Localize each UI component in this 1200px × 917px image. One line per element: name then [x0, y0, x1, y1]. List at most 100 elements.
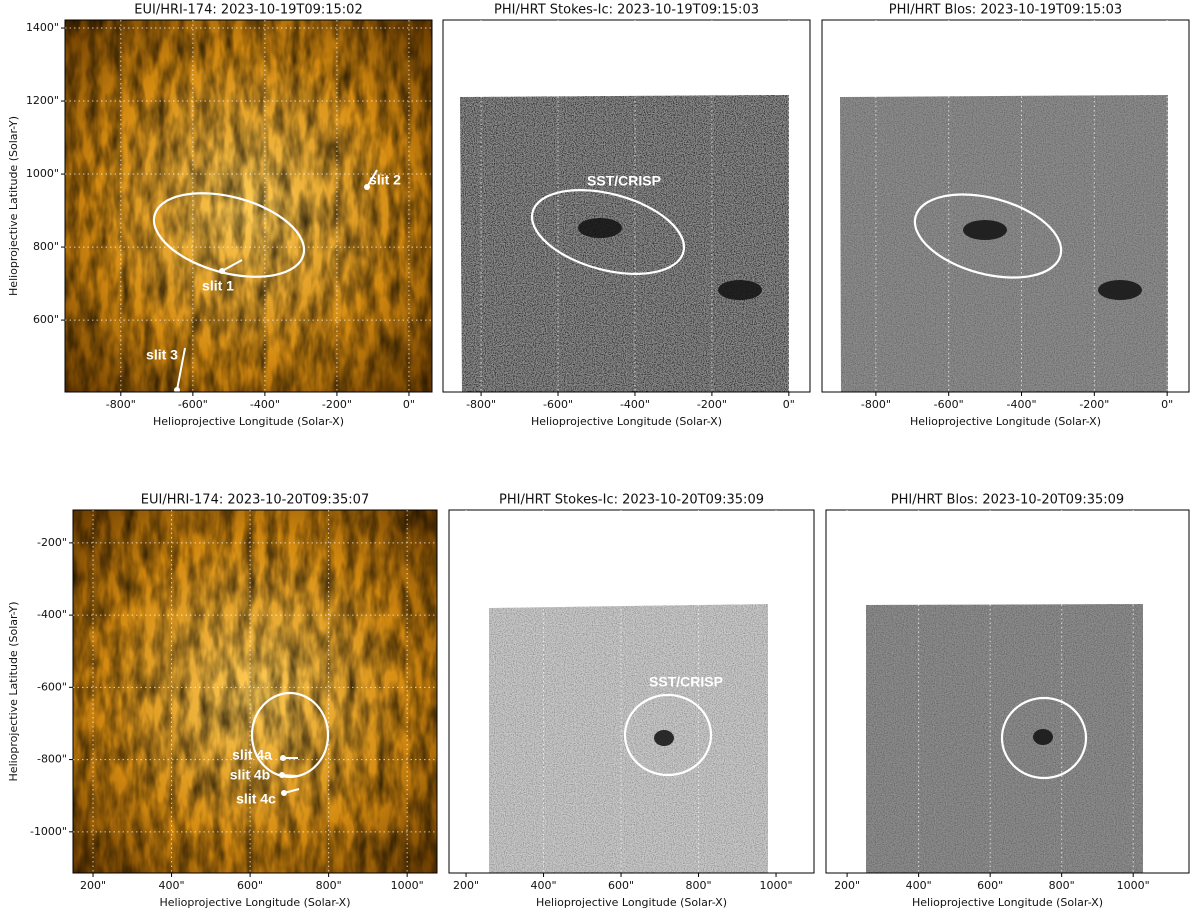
euv-texture: [65, 20, 432, 392]
x-axis-label: Helioprojective Longitude (Solar-X): [531, 415, 722, 428]
x-tick-label: 0": [1161, 398, 1173, 411]
y-axis-label: Helioprojective Latitude (Solar-Y): [7, 116, 20, 296]
x-tick-label: 400": [906, 879, 932, 892]
spot: [1098, 280, 1142, 300]
noise-texture: [866, 604, 1143, 873]
x-axis-label: Helioprojective Longitude (Solar-X): [153, 415, 344, 428]
slit-dot: [280, 755, 286, 761]
y-tick-label: -800": [37, 753, 67, 766]
spot: [963, 220, 1007, 240]
slit-line: [176, 347, 186, 391]
x-tick-label: -400": [1007, 398, 1037, 411]
x-tick-label: 800": [316, 879, 342, 892]
y-tick-label: -400": [37, 608, 67, 621]
y-tick-label: 1400": [26, 21, 59, 34]
euv-texture: [73, 510, 437, 873]
x-tick-label: 1000": [391, 879, 424, 892]
x-tick-label: 400": [159, 879, 185, 892]
panel: PHI/HRT Stokes-Ic: 2023-10-20T09:35:09 He…: [448, 493, 815, 909]
x-tick-label: 1000": [1117, 879, 1150, 892]
slit-dot: [219, 268, 225, 274]
noise-texture: [460, 95, 789, 392]
fov-ellipse: [250, 691, 330, 779]
x-tick-label: 600": [608, 879, 634, 892]
x-tick-label: 200": [453, 879, 479, 892]
x-tick-label: -800": [861, 398, 891, 411]
panel: PHI/HRT Blos: 2023-10-19T09:15:03 Heliopr…: [821, 3, 1190, 428]
y-tick-label: 600": [33, 313, 59, 326]
x-tick-label: 1000": [759, 879, 792, 892]
x-axis-label: Helioprojective Longitude (Solar-X): [910, 415, 1101, 428]
frame: [448, 509, 815, 874]
x-tick-label: -400": [250, 398, 280, 411]
fov-ellipse: [530, 189, 686, 275]
panel-title: PHI/HRT Stokes-Ic: 2023-10-19T09:15:03: [494, 3, 759, 18]
x-tick-label: -600": [543, 398, 573, 411]
x-tick-label: -600": [178, 398, 208, 411]
y-tick-label: 800": [33, 240, 59, 253]
fov-ellipse: [913, 193, 1063, 279]
panel-title: PHI/HRT Stokes-Ic: 2023-10-20T09:35:09: [499, 493, 764, 508]
fov-ellipse: [1000, 696, 1088, 780]
panel-title: EUI/HRI-174: 2023-10-19T09:15:02: [134, 3, 362, 18]
panel: PHI/HRT Blos: 2023-10-20T09:35:09 Heliopr…: [825, 493, 1190, 909]
x-axis-label: Helioprojective Longitude (Solar-X): [912, 896, 1103, 909]
x-tick-label: 400": [531, 879, 557, 892]
annotation: SST/CRISP: [587, 173, 661, 189]
x-tick-label: 0": [783, 398, 795, 411]
x-axis-label: Helioprojective Longitude (Solar-X): [160, 896, 351, 909]
x-tick-label: 0": [403, 398, 415, 411]
panel-title: EUI/HRI-174: 2023-10-20T09:35:07: [141, 493, 369, 508]
slit-line: [221, 259, 243, 272]
slit-dot: [364, 184, 370, 190]
panel-title: PHI/HRT Blos: 2023-10-19T09:15:03: [889, 3, 1122, 18]
panel: EUI/HRI-174: 2023-10-20T09:35:07 Heliopro…: [7, 493, 438, 909]
spot: [718, 280, 762, 300]
x-tick-label: -600": [934, 398, 964, 411]
noise-texture: [489, 604, 768, 873]
panel: EUI/HRI-174: 2023-10-19T09:15:02 Heliopro…: [7, 3, 433, 428]
x-tick-label: 200": [80, 879, 106, 892]
x-axis-label: Helioprojective Longitude (Solar-X): [536, 896, 727, 909]
frame: [64, 19, 433, 393]
spot: [578, 218, 622, 238]
y-tick-label: 1000": [26, 167, 59, 180]
x-tick-label: 200": [834, 879, 860, 892]
y-tick-label: -200": [37, 536, 67, 549]
frame: [821, 19, 1190, 393]
annotation: SST/CRISP: [649, 674, 723, 690]
annotation: slit 4a: [232, 747, 272, 763]
fov-ellipse: [623, 693, 713, 777]
x-tick-label: -800": [466, 398, 496, 411]
slit-dot: [281, 790, 287, 796]
x-tick-label: -200": [697, 398, 727, 411]
y-axis-label: Helioprojective Latitude (Solar-Y): [7, 602, 20, 782]
annotation: slit 1: [202, 278, 234, 294]
x-tick-label: 800": [686, 879, 712, 892]
x-tick-label: 600": [237, 879, 263, 892]
annotation: slit 3: [146, 347, 178, 363]
annotation: slit 2: [369, 172, 401, 188]
frame: [72, 509, 438, 874]
x-tick-label: 600": [977, 879, 1003, 892]
panel: PHI/HRT Stokes-Ic: 2023-10-19T09:15:03 He…: [442, 3, 811, 428]
x-tick-label: -400": [620, 398, 650, 411]
y-tick-label: -1000": [30, 825, 67, 838]
annotation: slit 4b: [230, 767, 270, 783]
annotation: slit 4c: [236, 791, 276, 807]
x-tick-label: 800": [1049, 879, 1075, 892]
y-tick-label: 1200": [26, 94, 59, 107]
noise-texture: [840, 95, 1168, 392]
spot: [654, 730, 674, 746]
panel-title: PHI/HRT Blos: 2023-10-20T09:35:09: [891, 493, 1124, 508]
x-tick-label: -200": [1079, 398, 1109, 411]
frame: [825, 509, 1190, 874]
slit-dot: [279, 772, 285, 778]
x-tick-label: -800": [106, 398, 136, 411]
y-tick-label: -600": [37, 680, 67, 693]
frame: [442, 19, 811, 393]
x-tick-label: -200": [322, 398, 352, 411]
spot: [1033, 729, 1053, 745]
slit-line: [366, 169, 378, 188]
